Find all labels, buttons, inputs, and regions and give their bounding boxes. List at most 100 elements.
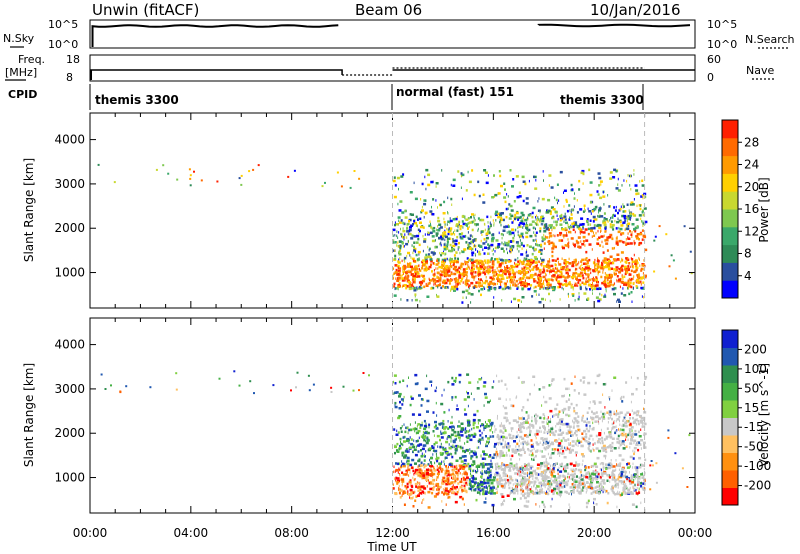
data-cell (586, 261, 589, 265)
data-cell (416, 481, 418, 484)
data-cell (433, 274, 436, 278)
data-cell (469, 452, 471, 455)
data-cell (513, 278, 515, 282)
data-cell (539, 210, 541, 214)
data-cell (607, 492, 610, 495)
data-cell (571, 434, 574, 437)
data-cell (640, 482, 643, 485)
data-cell (522, 285, 524, 289)
data-cell (602, 468, 604, 472)
data-cell (516, 244, 520, 248)
data-cell (572, 242, 574, 245)
data-cell (654, 235, 657, 238)
data-cell (567, 292, 569, 296)
data-cell (505, 420, 507, 423)
data-cell (470, 450, 474, 453)
data-cell (611, 287, 615, 291)
data-cell (528, 423, 531, 426)
data-cell (582, 381, 585, 384)
data-cell (470, 301, 472, 304)
data-cell (630, 291, 633, 294)
data-cell (519, 458, 521, 461)
data-cell (595, 284, 599, 287)
data-cell (542, 265, 544, 268)
data-cell (579, 429, 581, 432)
data-cell (403, 395, 405, 399)
data-cell (404, 216, 408, 219)
data-cell (502, 474, 504, 478)
data-cell (506, 280, 508, 283)
data-cell (542, 425, 545, 428)
data-cell (442, 273, 445, 276)
data-cell (466, 440, 469, 443)
data-cell (531, 491, 534, 494)
data-cell (582, 231, 586, 234)
data-cell (635, 468, 639, 472)
data-cell (628, 479, 631, 483)
data-cell (413, 241, 416, 244)
data-cell (485, 181, 489, 185)
data-cell (633, 239, 635, 243)
data-cell (461, 273, 465, 276)
data-cell (472, 418, 476, 422)
data-cell (446, 227, 448, 231)
data-cell (492, 422, 494, 426)
data-cell (448, 482, 451, 486)
data-cell (483, 453, 487, 456)
data-cell (616, 409, 618, 413)
data-cell (475, 265, 478, 268)
data-cell (406, 263, 410, 266)
data-cell (602, 245, 604, 248)
data-cell (637, 419, 640, 423)
data-cell (543, 280, 544, 283)
data-cell (502, 468, 505, 471)
data-cell (527, 283, 530, 286)
data-cell (451, 476, 452, 480)
data-cell (418, 436, 420, 440)
data-cell (500, 274, 504, 277)
data-cell (524, 263, 526, 267)
data-cell (426, 295, 430, 298)
data-cell (462, 281, 464, 284)
data-cell (465, 449, 467, 452)
data-cell (409, 262, 412, 265)
data-cell (629, 430, 631, 434)
data-cell (613, 206, 616, 209)
data-cell (623, 214, 627, 218)
data-cell (440, 470, 443, 473)
data-cell (472, 276, 476, 279)
data-cell (539, 248, 543, 252)
data-cell (610, 276, 612, 279)
data-cell (408, 218, 412, 222)
data-cell (397, 236, 399, 239)
data-cell (517, 218, 520, 221)
data-cell (572, 272, 576, 275)
data-cell (413, 235, 417, 238)
data-cell (454, 248, 456, 252)
data-cell (614, 219, 616, 223)
data-cell (611, 223, 615, 227)
data-cell (639, 207, 642, 211)
data-cell (500, 284, 502, 288)
data-cell (643, 433, 646, 436)
data-cell (631, 223, 635, 226)
data-cell (438, 279, 442, 282)
data-cell (579, 463, 581, 466)
data-cell (404, 260, 406, 263)
data-cell (642, 482, 646, 485)
data-cell (586, 260, 589, 263)
data-cell (406, 471, 408, 474)
data-cell (516, 247, 518, 251)
data-cell (503, 196, 507, 199)
data-cell (492, 271, 495, 274)
data-cell (596, 287, 600, 291)
data-cell (532, 426, 535, 429)
data-cell (392, 179, 396, 183)
data-cell (614, 246, 615, 250)
data-cell (436, 275, 438, 278)
data-cell (393, 470, 395, 474)
data-cell (535, 279, 537, 283)
data-cell (444, 492, 447, 495)
data-cell (410, 442, 414, 446)
data-cell (574, 429, 578, 433)
